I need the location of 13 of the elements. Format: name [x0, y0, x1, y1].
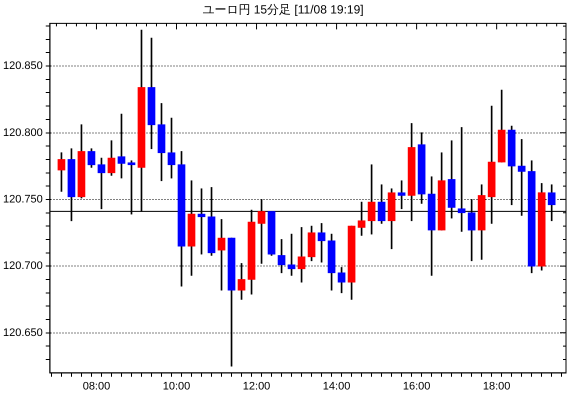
x-tick-label: 08:00: [82, 380, 110, 392]
x-tick-label: 12:00: [242, 380, 270, 392]
x-tick-label: 16:00: [402, 380, 430, 392]
y-tick-label: 120.750: [2, 193, 43, 206]
x-tick-label: 10:00: [162, 380, 190, 392]
y-tick-label: 120.650: [2, 326, 43, 339]
x-tick-label: 14:00: [322, 380, 350, 392]
chart-title: ユーロ円 15分足 [11/08 19:19]: [202, 2, 364, 17]
x-tick-label: 18:00: [482, 380, 510, 392]
y-tick-label: 120.800: [2, 126, 43, 139]
y-tick-label: 120.700: [2, 260, 43, 272]
y-tick-label: 120.850: [2, 60, 43, 72]
candlestick: [318, 223, 326, 262]
